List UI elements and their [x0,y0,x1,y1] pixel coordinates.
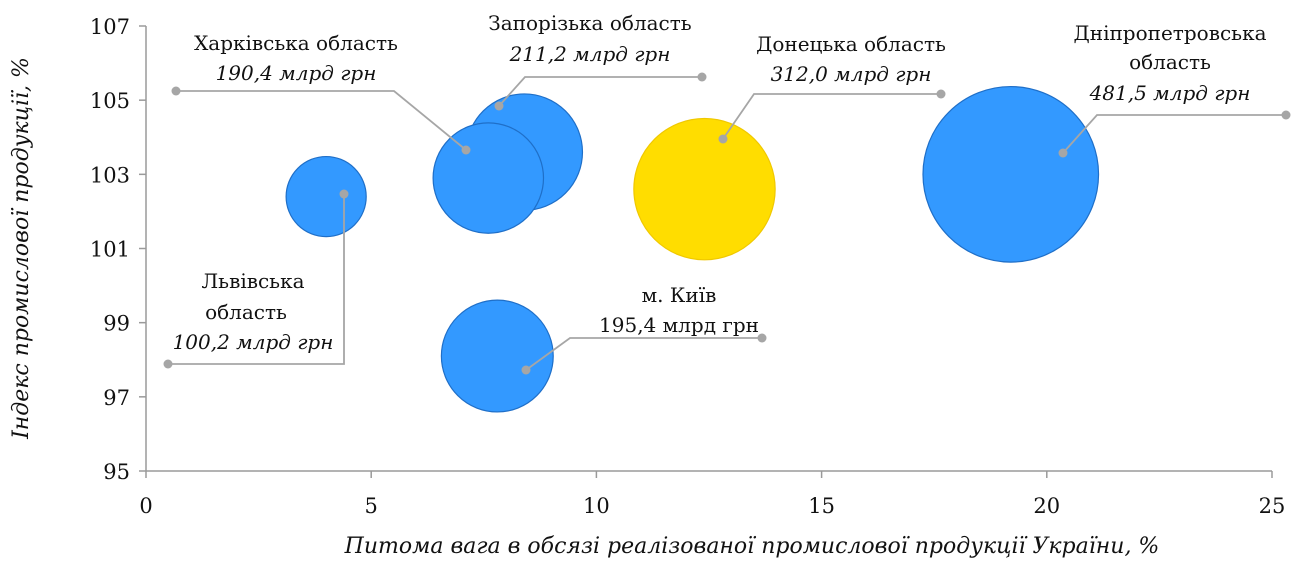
label-value-kyiv: 195,4 млрд грн [599,313,759,337]
x-tick-label: 25 [1259,494,1286,518]
label-name-kharkiv: Харківська область [194,31,398,55]
leader-line-donetsk [722,93,941,140]
leader-dot [461,145,471,155]
y-tick-label: 97 [103,386,130,410]
x-tick-label: 5 [365,494,378,518]
leader-line-zaporizhzhia [498,76,702,107]
leader-line-kyiv [525,337,762,371]
leader-end-dot [697,72,707,82]
y-axis-title: Індекс промислової продукції, % [9,57,34,440]
leader-dot [494,101,504,111]
bubble-dnipro [922,85,1100,263]
leader-dot [521,365,531,375]
y-tick-label: 107 [90,15,130,39]
y-tick-label: 105 [90,89,130,113]
label-name-zaporizhzhia: Запорізька область [488,11,692,35]
leader-end-dot [171,86,181,96]
label-value-dnipro: 481,5 млрд грн [1089,81,1251,105]
bubble-kyiv [440,299,554,413]
label-name-donetsk: Донецька область [756,32,946,56]
leader-dot [718,134,728,144]
y-tick-label: 101 [90,238,130,262]
bubble-kharkiv [432,122,545,234]
x-tick-label: 15 [808,494,835,518]
label-value-lviv: 100,2 млрд грн [173,330,334,354]
y-tick-label: 95 [103,460,130,484]
label-name-lviv: Львівська [201,269,304,293]
leader-end-dot [757,333,767,343]
y-tick-label: 103 [90,163,130,187]
bubble-donetsk [633,117,776,261]
leader-line-dnipro [1062,114,1286,154]
label-name-lviv: область [205,300,287,324]
leader-end-dot [936,89,946,99]
leader-line-lviv [168,194,345,365]
label-value-donetsk: 312,0 млрд грн [771,62,932,86]
x-tick-label: 20 [1033,494,1060,518]
bubble-lviv [285,155,367,238]
x-axis-title: Питома вага в обсязі реалізованої промис… [344,534,1160,559]
x-tick-label: 10 [583,494,610,518]
leader-line-kharkiv [176,90,467,151]
label-name-dnipro: область [1129,50,1211,74]
label-name-kyiv: м. Київ [642,283,717,307]
label-name-dnipro: Дніпропетровська [1073,21,1266,45]
leader-end-dot [163,359,173,369]
leader-dot [1058,148,1068,158]
leader-end-dot [1281,110,1291,120]
label-value-kharkiv: 190,4 млрд грн [216,61,377,85]
y-tick-label: 99 [103,312,130,336]
x-tick-label: 0 [139,494,152,518]
label-value-zaporizhzhia: 211,2 млрд грн [509,42,671,66]
leader-dot [339,189,349,199]
